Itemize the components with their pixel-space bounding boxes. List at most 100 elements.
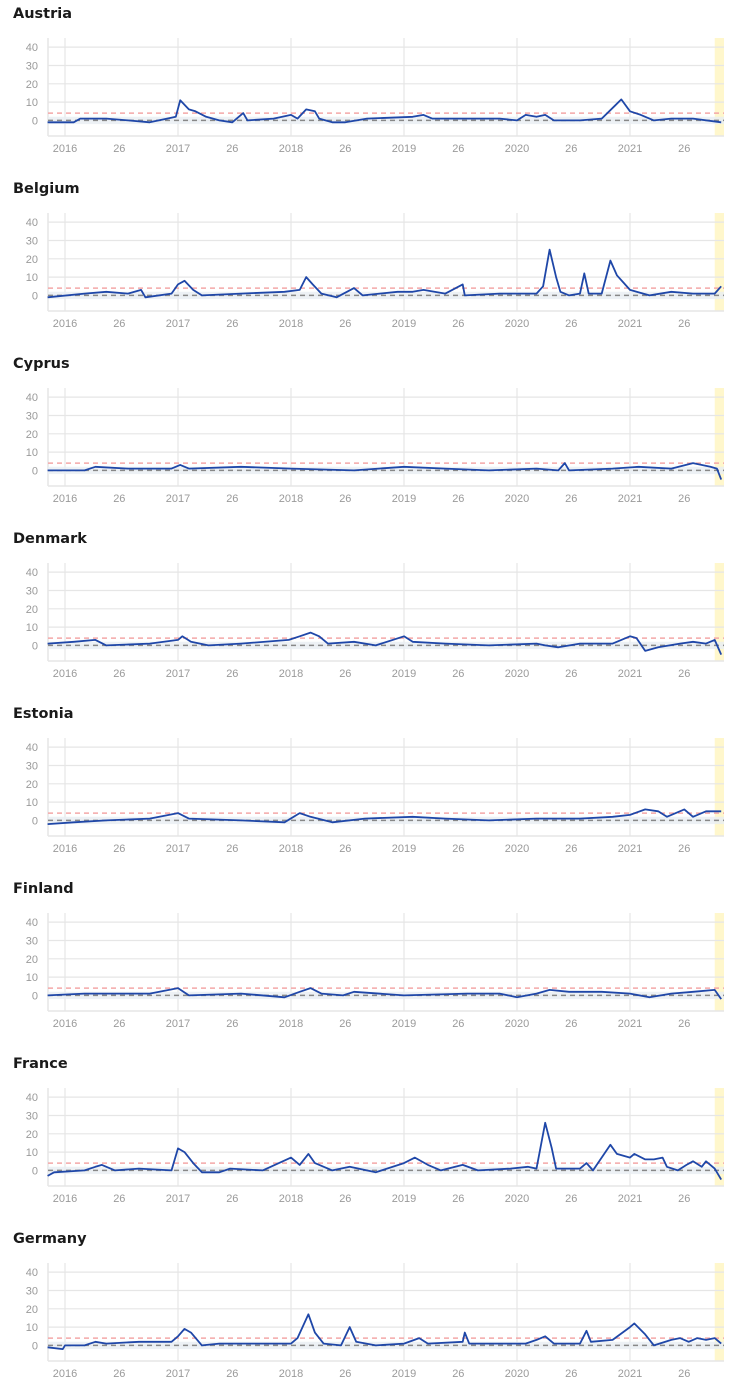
x-tick-label: 26	[113, 1368, 125, 1380]
x-tick-label: 2021	[618, 1193, 642, 1205]
y-tick-label: 10	[26, 447, 38, 459]
y-tick-label: 0	[32, 815, 38, 827]
x-tick-label: 26	[113, 1018, 125, 1030]
y-tick-label: 0	[32, 290, 38, 302]
x-tick-label: 2021	[618, 143, 642, 155]
x-tick-label: 2019	[392, 843, 416, 855]
y-tick-label: 30	[26, 1110, 38, 1122]
y-tick-label: 30	[26, 760, 38, 772]
y-tick-label: 20	[26, 429, 38, 441]
y-tick-label: 10	[26, 972, 38, 984]
x-tick-label: 2018	[279, 143, 303, 155]
x-tick-label: 26	[678, 1193, 690, 1205]
y-tick-label: 10	[26, 1147, 38, 1159]
y-tick-label: 40	[26, 42, 38, 54]
x-tick-label: 2019	[392, 318, 416, 330]
x-tick-label: 2018	[279, 1368, 303, 1380]
x-tick-label: 26	[565, 1193, 577, 1205]
x-tick-label: 26	[339, 1368, 351, 1380]
x-tick-label: 2016	[53, 1018, 77, 1030]
x-tick-label: 26	[339, 668, 351, 680]
x-tick-label: 26	[452, 1193, 464, 1205]
x-tick-label: 2020	[505, 1193, 529, 1205]
x-tick-label: 26	[452, 318, 464, 330]
x-tick-label: 26	[452, 1018, 464, 1030]
x-tick-label: 2020	[505, 493, 529, 505]
x-tick-label: 26	[226, 1018, 238, 1030]
y-tick-label: 10	[26, 797, 38, 809]
y-tick-label: 30	[26, 60, 38, 72]
x-tick-label: 26	[226, 1368, 238, 1380]
y-tick-label: 20	[26, 1129, 38, 1141]
x-tick-label: 2020	[505, 843, 529, 855]
x-tick-label: 26	[113, 143, 125, 155]
x-tick-label: 2021	[618, 843, 642, 855]
x-tick-label: 26	[113, 493, 125, 505]
x-tick-label: 26	[565, 143, 577, 155]
y-tick-label: 30	[26, 1285, 38, 1297]
y-tick-label: 30	[26, 235, 38, 247]
y-tick-label: 10	[26, 272, 38, 284]
x-tick-label: 2019	[392, 143, 416, 155]
x-tick-label: 2016	[53, 668, 77, 680]
x-tick-label: 2017	[166, 143, 190, 155]
x-tick-label: 26	[565, 318, 577, 330]
y-tick-label: 0	[32, 465, 38, 477]
y-tick-label: 30	[26, 935, 38, 947]
y-tick-label: 0	[32, 1165, 38, 1177]
x-tick-label: 26	[226, 668, 238, 680]
y-tick-label: 40	[26, 742, 38, 754]
y-tick-label: 0	[32, 1340, 38, 1352]
x-tick-label: 26	[339, 1193, 351, 1205]
x-tick-label: 2016	[53, 318, 77, 330]
series-line	[48, 250, 722, 298]
x-tick-label: 26	[113, 318, 125, 330]
x-tick-label: 26	[565, 843, 577, 855]
x-tick-label: 26	[226, 493, 238, 505]
y-tick-label: 40	[26, 217, 38, 229]
x-tick-label: 2020	[505, 1018, 529, 1030]
x-tick-label: 2017	[166, 843, 190, 855]
x-tick-label: 26	[452, 493, 464, 505]
x-tick-label: 26	[339, 1018, 351, 1030]
x-tick-label: 26	[226, 143, 238, 155]
x-tick-label: 26	[565, 668, 577, 680]
x-tick-label: 2016	[53, 143, 77, 155]
x-tick-label: 2016	[53, 1368, 77, 1380]
x-tick-label: 2019	[392, 1368, 416, 1380]
y-tick-label: 0	[32, 990, 38, 1002]
y-tick-label: 10	[26, 1322, 38, 1334]
x-tick-label: 2018	[279, 318, 303, 330]
x-tick-label: 26	[339, 493, 351, 505]
x-tick-label: 2019	[392, 1193, 416, 1205]
x-tick-label: 26	[678, 668, 690, 680]
x-tick-label: 2017	[166, 1368, 190, 1380]
x-tick-label: 26	[452, 843, 464, 855]
x-tick-label: 26	[113, 1193, 125, 1205]
x-tick-label: 26	[565, 493, 577, 505]
x-tick-label: 2018	[279, 1018, 303, 1030]
x-tick-label: 2020	[505, 668, 529, 680]
x-tick-label: 2018	[279, 843, 303, 855]
x-tick-label: 26	[339, 843, 351, 855]
x-tick-label: 2017	[166, 493, 190, 505]
y-tick-label: 40	[26, 917, 38, 929]
y-tick-label: 20	[26, 254, 38, 266]
y-tick-label: 30	[26, 410, 38, 422]
x-tick-label: 26	[678, 493, 690, 505]
